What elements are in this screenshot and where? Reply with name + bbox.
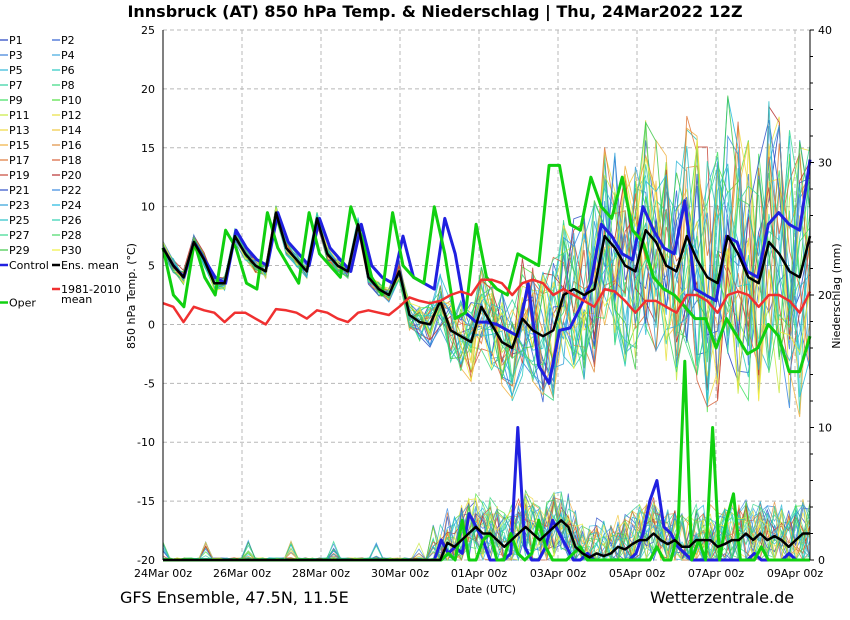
legend-label-p20: P20	[61, 169, 82, 182]
y-tick-label-left: 0	[148, 318, 155, 331]
y-tick-label-left: 15	[141, 142, 155, 155]
legend-label-p14: P14	[61, 124, 82, 137]
legend-label-control: Control	[9, 259, 49, 272]
legend-label-p1: P1	[9, 34, 23, 47]
y-tick-label-left: 5	[148, 260, 155, 273]
legend-label-p21: P21	[9, 184, 30, 197]
legend: P1 P2 P3 P4 P5 P6 P7 P8 P9 P10 P11 P12 P13 P14 P15 P16 P…	[0, 34, 121, 310]
y-tick-label-left: 25	[141, 24, 155, 37]
x-tick-label: 01Apr 00z	[451, 567, 508, 580]
legend-label-p15: P15	[9, 139, 30, 152]
series-line-ens-mean	[161, 211, 812, 350]
series-line-ens-mean-precip	[163, 519, 810, 562]
y-tick-label-right: 40	[818, 24, 832, 37]
y-tick-label-left: 10	[141, 201, 155, 214]
x-tick-label: 26Mar 00z	[213, 567, 271, 580]
x-tick-label: 28Mar 00z	[292, 567, 350, 580]
x-tick-label: 30Mar 00z	[371, 567, 429, 580]
legend-label-p25: P25	[9, 214, 30, 227]
legend-label-p27: P27	[9, 229, 30, 242]
legend-label-p13: P13	[9, 124, 30, 137]
ensemble-members	[162, 95, 811, 562]
legend-label-p26: P26	[61, 214, 82, 227]
series-line-oper	[161, 163, 812, 374]
legend-label-p16: P16	[61, 139, 82, 152]
x-tick-label: 09Apr 00z	[767, 567, 824, 580]
highlighted-series	[161, 159, 812, 562]
legend-label-p5: P5	[9, 64, 23, 77]
x-tick-label: 07Apr 00z	[688, 567, 745, 580]
legend-label-ens-mean: Ens. mean	[61, 259, 119, 272]
x-tick-label: 24Mar 00z	[134, 567, 192, 580]
legend-label-p19: P19	[9, 169, 30, 182]
legend-label-1981-2010-mean: mean	[61, 293, 92, 306]
y-axis-label-right: Niederschlag (mm)	[830, 243, 843, 348]
legend-label-p29: P29	[9, 244, 30, 257]
series-line-1981-2010-mean	[162, 278, 812, 326]
model-location-label: GFS Ensemble, 47.5N, 11.5E	[120, 588, 349, 607]
legend-label-p9: P9	[9, 94, 23, 107]
legend-label-p28: P28	[61, 229, 82, 242]
legend-label-oper: Oper	[9, 297, 36, 310]
legend-label-p3: P3	[9, 49, 23, 62]
legend-label-p17: P17	[9, 154, 30, 167]
y-axis-label-left: 850 hPa Temp. (°C)	[125, 243, 138, 349]
y-tick-label-right: 0	[818, 554, 825, 567]
legend-label-p30: P30	[61, 244, 82, 257]
legend-label-p23: P23	[9, 199, 30, 212]
legend-label-p22: P22	[61, 184, 82, 197]
x-tick-label: 05Apr 00z	[609, 567, 666, 580]
chart-title: Innsbruck (AT) 850 hPa Temp. & Niedersch…	[127, 2, 742, 22]
x-axis-label: Date (UTC)	[456, 583, 516, 596]
legend-label-p4: P4	[61, 49, 75, 62]
y-tick-label-left: -15	[137, 495, 155, 508]
legend-label-1981-2010-mean: 1981-2010	[61, 283, 121, 296]
y-tick-label-left: -5	[144, 377, 155, 390]
tick-labels: 25 20 15 10 5 0 -5 -10 -15 -20 40 30 20 10 0 24Mar 00z 2…	[134, 24, 832, 580]
legend-label-p24: P24	[61, 199, 82, 212]
legend-label-p11: P11	[9, 109, 30, 122]
y-tick-label-right: 30	[818, 157, 832, 170]
y-tick-label-right: 20	[818, 289, 832, 302]
member-temp-line-p25	[162, 101, 811, 400]
y-tick-label-left: -10	[137, 436, 155, 449]
y-tick-label-left: 20	[141, 83, 155, 96]
legend-label-p18: P18	[61, 154, 82, 167]
source-label: Wetterzentrale.de	[650, 588, 795, 607]
x-tick-label: 03Apr 00z	[530, 567, 587, 580]
y-tick-label-left: -20	[137, 554, 155, 567]
y-tick-label-right: 10	[818, 422, 832, 435]
legend-label-p8: P8	[61, 79, 75, 92]
legend-label-p12: P12	[61, 109, 82, 122]
legend-label-p6: P6	[61, 64, 75, 77]
legend-label-p7: P7	[9, 79, 23, 92]
legend-label-p2: P2	[61, 34, 75, 47]
legend-label-p10: P10	[61, 94, 82, 107]
